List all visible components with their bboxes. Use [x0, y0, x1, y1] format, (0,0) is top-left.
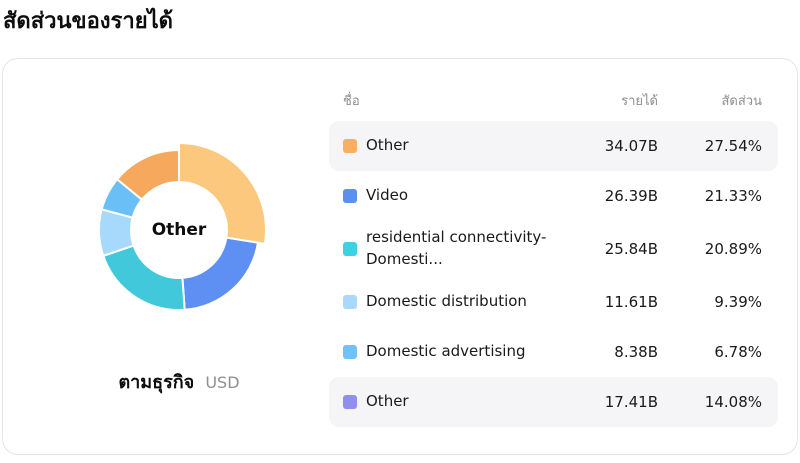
row-share: 27.54% [704, 137, 762, 155]
donut-segment[interactable] [115, 148, 180, 201]
revenue-share-card: Other ตามธุรกิจ USD ชื่อ รายได้ สัดส่วน … [2, 58, 798, 455]
table-row[interactable]: Domestic distribution 11.61B 9.39% [329, 277, 778, 327]
row-revenue: 25.84B [604, 239, 658, 258]
legend-table: ชื่อ รายได้ สัดส่วน Other 34.07B 27.54% … [329, 86, 778, 427]
table-header-row: ชื่อ รายได้ สัดส่วน [329, 86, 778, 121]
legend-swatch-icon [343, 394, 357, 409]
chart-caption-unit: USD [205, 373, 240, 392]
table-row[interactable]: Domestic advertising 8.38B 6.78% [329, 327, 778, 377]
donut-segment[interactable] [178, 141, 267, 245]
row-revenue: 8.38B [614, 342, 658, 361]
row-share: 9.39% [714, 292, 762, 311]
row-revenue: 11.61B [604, 292, 658, 311]
row-label: Video [366, 186, 409, 205]
legend-swatch-icon [343, 344, 357, 359]
row-label: residential connectivity-Domesti... [366, 228, 547, 268]
row-share: 6.78% [714, 342, 762, 361]
legend-swatch-icon [343, 241, 357, 256]
header-name: ชื่อ [343, 94, 360, 109]
donut-chart[interactable] [79, 130, 279, 330]
chart-caption-title: ตามธุรกิจ [118, 372, 195, 393]
donut-segment[interactable] [181, 236, 260, 311]
row-label: Domestic advertising [366, 341, 526, 360]
row-label: Other [366, 391, 409, 410]
row-revenue: 26.39B [604, 187, 658, 205]
row-label: Other [366, 136, 409, 155]
page-title: สัดส่วนของรายได้ [3, 9, 173, 34]
table-row[interactable]: residential connectivity-Domesti... 25.8… [329, 221, 778, 277]
legend-swatch-icon [343, 294, 357, 309]
row-label: Domestic distribution [366, 291, 527, 310]
row-share: 14.08% [704, 392, 762, 411]
table-row[interactable]: Other 17.41B 14.08% [329, 376, 778, 427]
donut-chart-area: Other ตามธุรกิจ USD [3, 59, 333, 456]
chart-caption: ตามธุรกิจ USD [3, 367, 355, 396]
donut-segment[interactable] [102, 244, 186, 311]
legend-swatch-icon [343, 189, 357, 203]
table-row[interactable]: Other 34.07B 27.54% [329, 121, 778, 171]
row-share: 20.89% [704, 239, 762, 258]
header-share: สัดส่วน [721, 94, 763, 109]
header-revenue: รายได้ [621, 94, 658, 109]
row-share: 21.33% [704, 187, 762, 205]
row-revenue: 34.07B [604, 137, 658, 155]
table-row[interactable]: Video 26.39B 21.33% [329, 171, 778, 221]
row-revenue: 17.41B [604, 392, 658, 411]
legend-swatch-icon [343, 139, 357, 153]
